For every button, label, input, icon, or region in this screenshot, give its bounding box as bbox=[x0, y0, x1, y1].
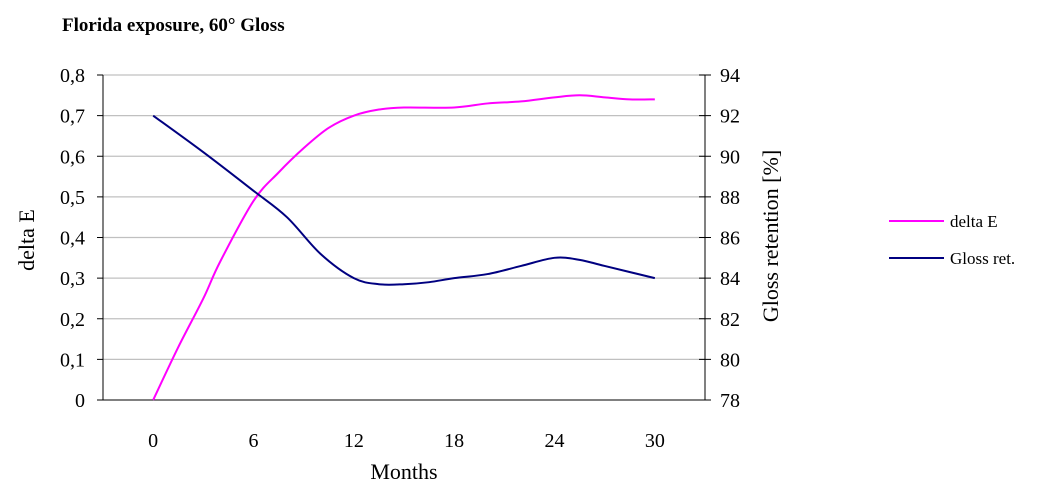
right-tick-label: 78 bbox=[720, 390, 740, 412]
series-line-gloss-ret bbox=[152, 114, 656, 286]
left-y-axis-label: delta E bbox=[14, 209, 39, 271]
left-tick-label: 0,5 bbox=[60, 187, 85, 209]
left-tick-label: 0,8 bbox=[60, 65, 85, 87]
legend-label: Gloss ret. bbox=[950, 249, 1015, 268]
x-tick-label: 0 bbox=[148, 430, 158, 452]
left-tick-label: 0,2 bbox=[60, 309, 85, 331]
series-lines bbox=[152, 94, 656, 401]
x-tick-label: 12 bbox=[344, 430, 364, 452]
grid-lines bbox=[103, 74, 705, 360]
left-tick-label: 0,4 bbox=[60, 228, 85, 250]
right-tick-label: 86 bbox=[720, 228, 740, 250]
left-tick-label: 0,1 bbox=[60, 349, 85, 371]
right-tick-label: 90 bbox=[720, 146, 740, 168]
left-y-ticks: 0 0,1 0,2 0,3 0,4 0,5 0,6 0,7 0,8 bbox=[60, 65, 103, 412]
x-ticks: 0 6 12 18 24 30 bbox=[148, 430, 665, 452]
right-tick-label: 94 bbox=[720, 65, 740, 87]
left-tick-label: 0,7 bbox=[60, 106, 85, 128]
right-tick-label: 92 bbox=[720, 106, 740, 128]
series-line-delta-e bbox=[152, 94, 655, 401]
right-tick-label: 84 bbox=[720, 268, 740, 290]
x-axis-label: Months bbox=[370, 459, 437, 484]
x-tick-label: 18 bbox=[444, 430, 464, 452]
right-y-ticks: 78 80 82 84 86 88 90 92 94 bbox=[699, 65, 740, 412]
left-tick-label: 0 bbox=[75, 390, 85, 412]
left-tick-label: 0,3 bbox=[60, 268, 85, 290]
chart-title: Florida exposure, 60° Gloss bbox=[62, 15, 285, 36]
legend-label: delta E bbox=[950, 212, 998, 231]
legend: delta E Gloss ret. bbox=[889, 212, 1015, 268]
left-tick-label: 0,6 bbox=[60, 146, 85, 168]
right-y-axis-label: Gloss retention [%] bbox=[758, 150, 783, 322]
right-tick-label: 80 bbox=[720, 349, 740, 371]
x-tick-label: 6 bbox=[249, 430, 259, 452]
x-tick-label: 24 bbox=[545, 430, 565, 452]
right-tick-label: 82 bbox=[720, 309, 740, 331]
right-tick-label: 88 bbox=[720, 187, 740, 209]
x-tick-label: 30 bbox=[645, 430, 665, 452]
